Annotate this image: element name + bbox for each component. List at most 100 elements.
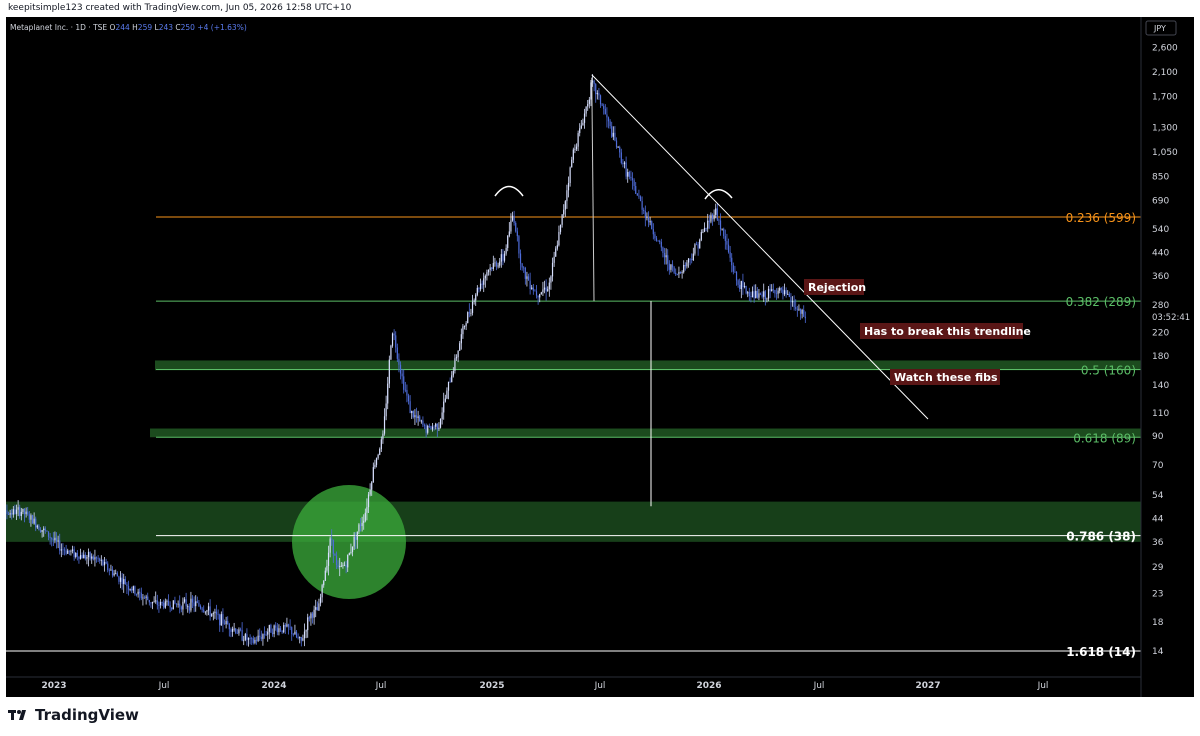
candle-body: [92, 556, 94, 560]
candle: [255, 636, 258, 645]
candle: [46, 530, 48, 532]
candle: [217, 609, 219, 620]
candle: [782, 286, 784, 300]
candle: [318, 598, 320, 611]
candle-body: [652, 229, 654, 235]
candle-body: [20, 511, 22, 516]
candle: [708, 214, 710, 229]
candle: [359, 518, 362, 532]
candle: [84, 552, 86, 561]
candle-body: [614, 132, 616, 141]
price-tick-label: 440: [1152, 249, 1169, 259]
candle: [291, 626, 293, 641]
candle-body: [211, 613, 213, 617]
candle: [164, 598, 166, 609]
candle-body: [15, 509, 18, 514]
candle-body: [276, 627, 278, 633]
candle-body: [273, 625, 275, 635]
candle-body: [724, 236, 726, 241]
candle-body: [332, 539, 334, 554]
candle: [609, 119, 611, 129]
candle: [675, 268, 677, 276]
candle: [76, 550, 78, 561]
candle-body: [227, 621, 229, 625]
candle: [502, 248, 504, 266]
candle-body: [307, 617, 309, 631]
price-tick-label: 540: [1152, 225, 1169, 235]
candle-body: [662, 247, 664, 253]
candle: [767, 286, 770, 302]
candle: [183, 597, 186, 604]
candle: [127, 580, 130, 596]
candle: [516, 227, 518, 242]
candle: [513, 210, 515, 226]
candle: [473, 298, 475, 305]
time-tick-label: 2025: [479, 681, 504, 691]
candle: [443, 392, 445, 420]
candle-body: [660, 242, 662, 248]
candle-body: [684, 264, 686, 267]
candle: [755, 284, 757, 299]
candle: [92, 554, 94, 561]
candle-body: [231, 628, 234, 632]
time-tick-label: 2024: [261, 681, 286, 691]
candle-body: [188, 606, 190, 611]
candle-body: [646, 216, 648, 218]
candle: [587, 99, 589, 111]
candle: [590, 79, 592, 107]
candle: [596, 90, 598, 100]
candle: [716, 202, 718, 222]
candle-body: [281, 630, 283, 633]
candle-body: [537, 295, 539, 298]
candle: [655, 236, 658, 242]
candle: [257, 629, 259, 643]
candle: [417, 410, 419, 426]
candle: [83, 550, 85, 559]
candle-body: [611, 126, 613, 137]
candle-body: [527, 276, 530, 281]
candle: [439, 418, 442, 429]
candle: [41, 529, 43, 538]
candle-body: [607, 117, 610, 122]
candle-body: [678, 271, 680, 275]
candle: [252, 635, 254, 645]
candle-body: [241, 630, 243, 641]
candle: [347, 554, 349, 572]
candle: [33, 512, 35, 525]
candle: [625, 156, 627, 180]
candle: [175, 603, 178, 608]
candle-body: [260, 636, 262, 639]
chart-frame[interactable]: 0.236 (599) 0.382 (289) 0.5 (160) 0.618 (89…: [6, 17, 1194, 697]
tradingview-logo[interactable]: TradingView: [8, 706, 139, 724]
candle: [433, 424, 435, 431]
candle-body: [775, 293, 778, 295]
candle-body: [479, 283, 482, 290]
candle: [179, 595, 181, 614]
candle-body: [123, 579, 125, 585]
candle: [499, 257, 501, 268]
candle-body: [431, 426, 434, 430]
candle-body: [748, 292, 750, 297]
candle-body: [35, 518, 37, 528]
candle: [239, 627, 242, 632]
candle-body: [399, 364, 402, 374]
candle-body: [81, 555, 83, 559]
candle-body: [28, 514, 30, 520]
price-tick-label: 850: [1152, 173, 1169, 183]
candle: [143, 595, 146, 600]
candle: [316, 601, 318, 611]
candle: [505, 244, 507, 256]
candle: [350, 543, 352, 555]
price-chart[interactable]: 0.236 (599) 0.382 (289) 0.5 (160) 0.618 (89…: [6, 17, 1194, 697]
candle: [302, 634, 304, 642]
candle: [364, 508, 366, 523]
candle: [803, 305, 805, 317]
price-tick-label: 36: [1152, 538, 1164, 548]
candle-body: [286, 624, 288, 627]
candle: [331, 529, 333, 546]
candle-body: [649, 221, 651, 223]
candle-body: [801, 309, 803, 314]
candle-body: [95, 557, 98, 559]
candle: [67, 548, 69, 554]
candle: [788, 291, 790, 298]
